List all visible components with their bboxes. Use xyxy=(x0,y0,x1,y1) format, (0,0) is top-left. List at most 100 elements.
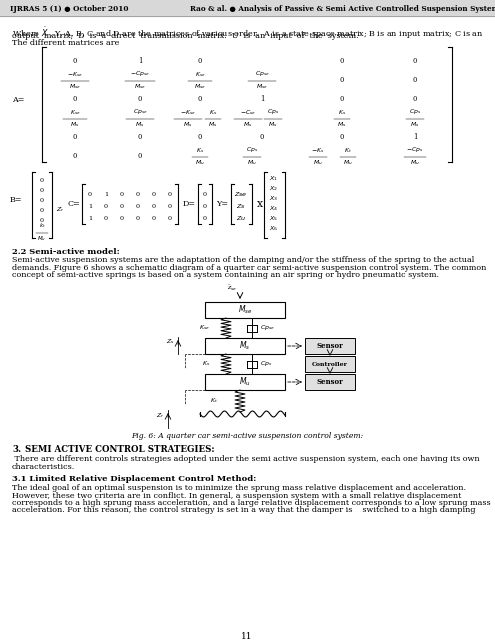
Text: $K_t$: $K_t$ xyxy=(344,146,352,154)
Text: demands. Figure 6 shows a schematic diagram of a quarter car semi-active suspens: demands. Figure 6 shows a schematic diag… xyxy=(12,264,487,271)
Text: $K_s$: $K_s$ xyxy=(196,146,204,154)
Text: 0: 0 xyxy=(152,204,156,209)
Text: $X_1$: $X_1$ xyxy=(269,175,279,184)
Text: 2.2 Semi-active model:: 2.2 Semi-active model: xyxy=(12,248,120,256)
Text: $K_{se}$: $K_{se}$ xyxy=(199,324,210,332)
Text: 1: 1 xyxy=(138,57,142,65)
Text: Semi-active suspension systems are the adaptation of the damping and/or the stif: Semi-active suspension systems are the a… xyxy=(12,256,474,264)
Text: $Cp_s$: $Cp_s$ xyxy=(260,360,273,369)
Text: $Cp_s$: $Cp_s$ xyxy=(409,108,421,116)
Text: The ideal goal of an optimal suspension is to minimize the sprung mass relative : The ideal goal of an optimal suspension … xyxy=(12,484,466,492)
Text: $M_u$: $M_u$ xyxy=(239,376,251,388)
Text: $M_s$: $M_s$ xyxy=(244,120,253,129)
Text: A=: A= xyxy=(12,96,24,104)
Text: $M_s$: $M_s$ xyxy=(183,120,193,129)
Text: There are different controls strategies adopted under the semi active suspension: There are different controls strategies … xyxy=(12,455,480,463)
Text: IJRRAS 5 (1) ● October 2010: IJRRAS 5 (1) ● October 2010 xyxy=(10,5,129,13)
Text: 1: 1 xyxy=(88,204,92,209)
Text: $K_t$: $K_t$ xyxy=(210,397,218,406)
Text: $X_3$: $X_3$ xyxy=(269,195,279,204)
Text: B=: B= xyxy=(10,196,23,204)
Text: $M_u$: $M_u$ xyxy=(343,159,353,168)
Text: 0: 0 xyxy=(152,216,156,221)
Text: $M_{se}$: $M_{se}$ xyxy=(256,83,268,92)
Text: $M_s$: $M_s$ xyxy=(208,120,218,129)
Text: $-Cp_{se}$: $-Cp_{se}$ xyxy=(130,70,150,79)
Text: corresponds to a high sprung mass acceleration, and a large relative displacemen: corresponds to a high sprung mass accele… xyxy=(12,499,491,507)
Text: 0: 0 xyxy=(168,204,172,209)
Text: 0: 0 xyxy=(198,57,202,65)
Text: output  matrix;  D  is  a  direct  transmission  matrix.  U  is  an  input  of  : output matrix; D is a direct transmissio… xyxy=(12,32,358,40)
Text: Y=: Y= xyxy=(216,200,228,208)
Text: 0: 0 xyxy=(138,95,142,103)
Text: 0: 0 xyxy=(152,191,156,196)
Text: 1: 1 xyxy=(88,216,92,221)
Text: $Cp_s$: $Cp_s$ xyxy=(267,108,279,116)
Bar xyxy=(205,374,285,390)
Bar xyxy=(305,356,355,372)
Text: $M_u$: $M_u$ xyxy=(247,159,257,168)
Text: 0: 0 xyxy=(120,191,124,196)
Text: 0: 0 xyxy=(203,191,207,196)
Text: 0: 0 xyxy=(104,204,108,209)
Text: $M_{se}$: $M_{se}$ xyxy=(134,83,146,92)
Text: $Cp_{se}$: $Cp_{se}$ xyxy=(260,323,275,333)
Text: $k_t$: $k_t$ xyxy=(39,221,46,230)
Text: 1: 1 xyxy=(413,133,417,141)
Text: $Z_r$: $Z_r$ xyxy=(56,205,64,214)
Text: D=: D= xyxy=(183,200,196,208)
Text: 0: 0 xyxy=(40,198,44,202)
Text: 0: 0 xyxy=(198,133,202,141)
Text: 0: 0 xyxy=(138,133,142,141)
Text: $M_s$: $M_s$ xyxy=(410,120,420,129)
Text: 0: 0 xyxy=(260,133,264,141)
Text: 0: 0 xyxy=(40,177,44,182)
Text: $K_{se}$: $K_{se}$ xyxy=(195,70,205,79)
Text: $Zse$: $Zse$ xyxy=(234,190,248,198)
Text: 11: 11 xyxy=(241,632,253,640)
Bar xyxy=(205,302,285,318)
Text: $M_s$: $M_s$ xyxy=(240,340,250,352)
Text: $M_u$: $M_u$ xyxy=(410,159,420,168)
Text: $Zs$: $Zs$ xyxy=(236,202,246,210)
Text: $K_s$: $K_s$ xyxy=(202,360,210,369)
Text: C=: C= xyxy=(67,200,80,208)
Bar xyxy=(205,338,285,354)
Text: 0: 0 xyxy=(413,95,417,103)
Text: 0: 0 xyxy=(340,133,344,141)
Text: $M_s$: $M_s$ xyxy=(268,120,278,129)
Text: 1: 1 xyxy=(104,191,108,196)
Text: $X_2$: $X_2$ xyxy=(269,184,279,193)
Text: 0: 0 xyxy=(168,216,172,221)
Text: $Cp_{se}$: $Cp_{se}$ xyxy=(254,70,269,79)
Text: 0: 0 xyxy=(120,216,124,221)
Text: $K_s$: $K_s$ xyxy=(209,108,217,116)
Text: $-K_s$: $-K_s$ xyxy=(311,146,325,154)
Text: 0: 0 xyxy=(40,207,44,212)
Text: 0: 0 xyxy=(88,191,92,196)
Text: 0: 0 xyxy=(136,204,140,209)
Text: SEMI ACTIVE CONTROL STRATEGIES:: SEMI ACTIVE CONTROL STRATEGIES: xyxy=(25,445,215,454)
Bar xyxy=(305,374,355,390)
Text: 0: 0 xyxy=(73,57,77,65)
Text: $M_{se}$: $M_{se}$ xyxy=(194,83,206,92)
Text: $Zu$: $Zu$ xyxy=(236,214,246,222)
Text: 0: 0 xyxy=(73,152,77,160)
Text: The different matrices are: The different matrices are xyxy=(12,39,119,47)
Text: 0: 0 xyxy=(340,57,344,65)
Text: $X_5$: $X_5$ xyxy=(269,214,279,223)
Text: 0: 0 xyxy=(136,191,140,196)
Text: 3.: 3. xyxy=(12,445,21,454)
Text: 0: 0 xyxy=(40,188,44,193)
Text: $-C_{se}$: $-C_{se}$ xyxy=(240,108,256,116)
Text: 0: 0 xyxy=(413,57,417,65)
Text: 1: 1 xyxy=(260,95,264,103)
Text: 0: 0 xyxy=(198,95,202,103)
Text: However, these two criteria are in conflict. In general, a suspension system wit: However, these two criteria are in confl… xyxy=(12,492,461,499)
Text: 0: 0 xyxy=(168,191,172,196)
Text: $M_u$: $M_u$ xyxy=(313,159,323,168)
Text: $-K_{se}$: $-K_{se}$ xyxy=(180,108,196,116)
Text: $M_s$: $M_s$ xyxy=(70,120,80,129)
Text: $Z_r$: $Z_r$ xyxy=(156,412,164,420)
Text: 0: 0 xyxy=(120,204,124,209)
